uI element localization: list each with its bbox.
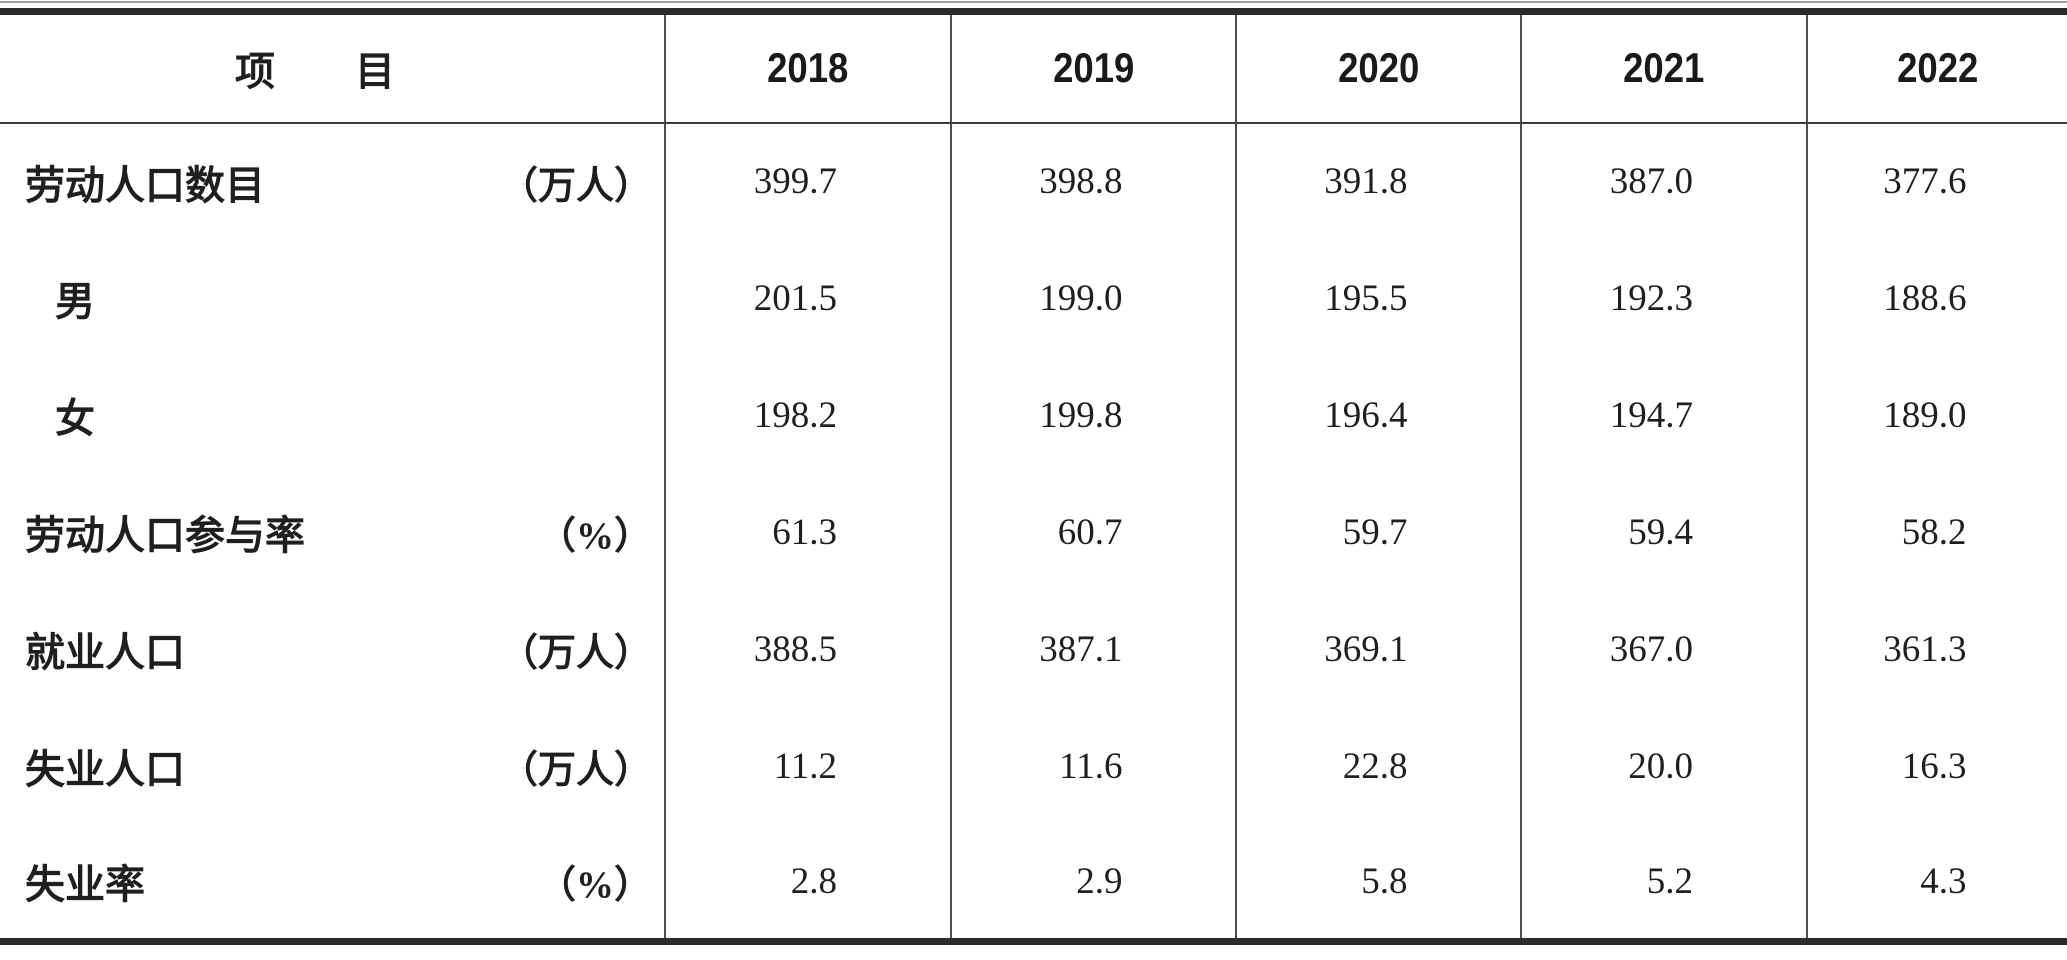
column-header-2021: 2021 bbox=[1521, 11, 1808, 124]
year-label: 2022 bbox=[1896, 44, 1979, 92]
column-header-2018: 2018 bbox=[665, 11, 952, 124]
value-cell: 2.9 bbox=[951, 824, 1237, 942]
labor-statistics-table: 项 目 2018 2019 2020 2021 2022 劳动人口数目 （万人） … bbox=[0, 8, 2067, 945]
value-cell: 189.0 bbox=[1883, 394, 1967, 436]
row-unit: （万人） bbox=[499, 165, 652, 207]
column-header-2020: 2020 bbox=[1236, 11, 1522, 124]
table-row: 失业率 （%） 2.8 2.9 5.8 5.2 4.3 bbox=[0, 824, 2067, 942]
value-cell: 377.6 bbox=[1883, 161, 1967, 202]
value-cell: 5.8 bbox=[1236, 824, 1522, 942]
value-cell: 22.8 bbox=[1236, 707, 1522, 825]
row-label-cell: 就业人口 （万人） bbox=[0, 590, 666, 708]
year-label: 2020 bbox=[1337, 44, 1420, 92]
value-cell: 194.7 bbox=[1521, 356, 1808, 474]
row-label-cell: 失业人口 （万人） bbox=[0, 707, 666, 825]
value-cell: 399.7 bbox=[665, 122, 952, 240]
value-cell: 4.3 bbox=[1920, 860, 1967, 902]
row-label-cell: 失业率 （%） bbox=[0, 824, 666, 942]
row-unit: （万人） bbox=[499, 632, 652, 675]
row-label: 劳动人口数目 bbox=[25, 162, 265, 208]
value-cell: 387.1 bbox=[951, 590, 1237, 708]
value-cell: 5.2 bbox=[1521, 824, 1808, 942]
value-cell: 198.2 bbox=[665, 356, 952, 474]
value-cell: 367.0 bbox=[1521, 590, 1808, 708]
row-unit: （%） bbox=[537, 864, 652, 907]
value-cell: 61.3 bbox=[665, 473, 952, 591]
row-label: 失业率 bbox=[25, 862, 145, 908]
value-cell: 16.3 bbox=[1901, 745, 1967, 787]
value-cell: 11.6 bbox=[951, 707, 1237, 825]
value-cell: 60.7 bbox=[951, 473, 1237, 591]
value-cell: 398.8 bbox=[951, 122, 1237, 240]
value-cell: 199.8 bbox=[951, 356, 1237, 474]
row-label: 失业人口 bbox=[25, 747, 185, 792]
table-row: 劳动人口数目 （万人） 399.7 398.8 391.8 387.0 377.6 bbox=[0, 122, 2067, 240]
value-cell: 11.2 bbox=[665, 707, 952, 825]
table-row: 劳动人口参与率 （%） 61.3 60.7 59.7 59.4 58.2 bbox=[0, 473, 2067, 591]
column-header-2019: 2019 bbox=[951, 11, 1237, 124]
value-cell: 59.7 bbox=[1236, 473, 1522, 591]
year-label: 2021 bbox=[1623, 44, 1705, 92]
value-cell: 192.3 bbox=[1521, 239, 1808, 357]
table-row: 男 201.5 199.0 195.5 192.3 188.6 bbox=[0, 239, 2067, 357]
row-label-cell: 男 bbox=[0, 239, 666, 357]
value-cell: 188.6 bbox=[1883, 277, 1967, 319]
row-unit: （%） bbox=[537, 515, 652, 558]
page-top-edge-line bbox=[0, 1, 2067, 3]
value-cell: 20.0 bbox=[1521, 707, 1808, 825]
year-label: 2019 bbox=[1052, 44, 1135, 92]
row-label-cell: 女 bbox=[0, 356, 666, 474]
table-row: 就业人口 （万人） 388.5 387.1 369.1 367.0 361.3 bbox=[0, 590, 2067, 708]
value-cell: 369.1 bbox=[1236, 590, 1522, 708]
table-row: 失业人口 （万人） 11.2 11.6 22.8 20.0 16.3 bbox=[0, 707, 2067, 825]
value-cell: 387.0 bbox=[1521, 122, 1808, 240]
value-cell: 195.5 bbox=[1236, 239, 1522, 357]
value-cell: 388.5 bbox=[665, 590, 952, 708]
value-cell: 58.2 bbox=[1901, 511, 1967, 553]
row-label: 女 bbox=[55, 396, 95, 441]
value-cell: 391.8 bbox=[1236, 122, 1522, 240]
table-header-row: 项 目 2018 2019 2020 2021 2022 bbox=[0, 11, 2067, 124]
value-cell: 361.3 bbox=[1883, 628, 1967, 670]
row-label-cell: 劳动人口参与率 （%） bbox=[0, 473, 666, 591]
year-label: 2018 bbox=[767, 44, 849, 92]
row-label: 男 bbox=[55, 279, 95, 324]
column-header-item: 项 目 bbox=[0, 11, 666, 124]
column-header-2022: 2022 bbox=[1807, 11, 2067, 124]
row-label: 就业人口 bbox=[25, 630, 185, 675]
row-label-cell: 劳动人口数目 （万人） bbox=[0, 122, 666, 240]
row-label: 劳动人口参与率 bbox=[25, 513, 305, 558]
value-cell: 59.4 bbox=[1521, 473, 1808, 591]
item-header-label: 项 目 bbox=[235, 50, 415, 95]
table-row: 女 198.2 199.8 196.4 194.7 189.0 bbox=[0, 356, 2067, 474]
value-cell: 201.5 bbox=[665, 239, 952, 357]
value-cell: 196.4 bbox=[1236, 356, 1522, 474]
row-unit: （万人） bbox=[499, 749, 652, 792]
value-cell: 2.8 bbox=[665, 824, 952, 942]
value-cell: 199.0 bbox=[951, 239, 1237, 357]
